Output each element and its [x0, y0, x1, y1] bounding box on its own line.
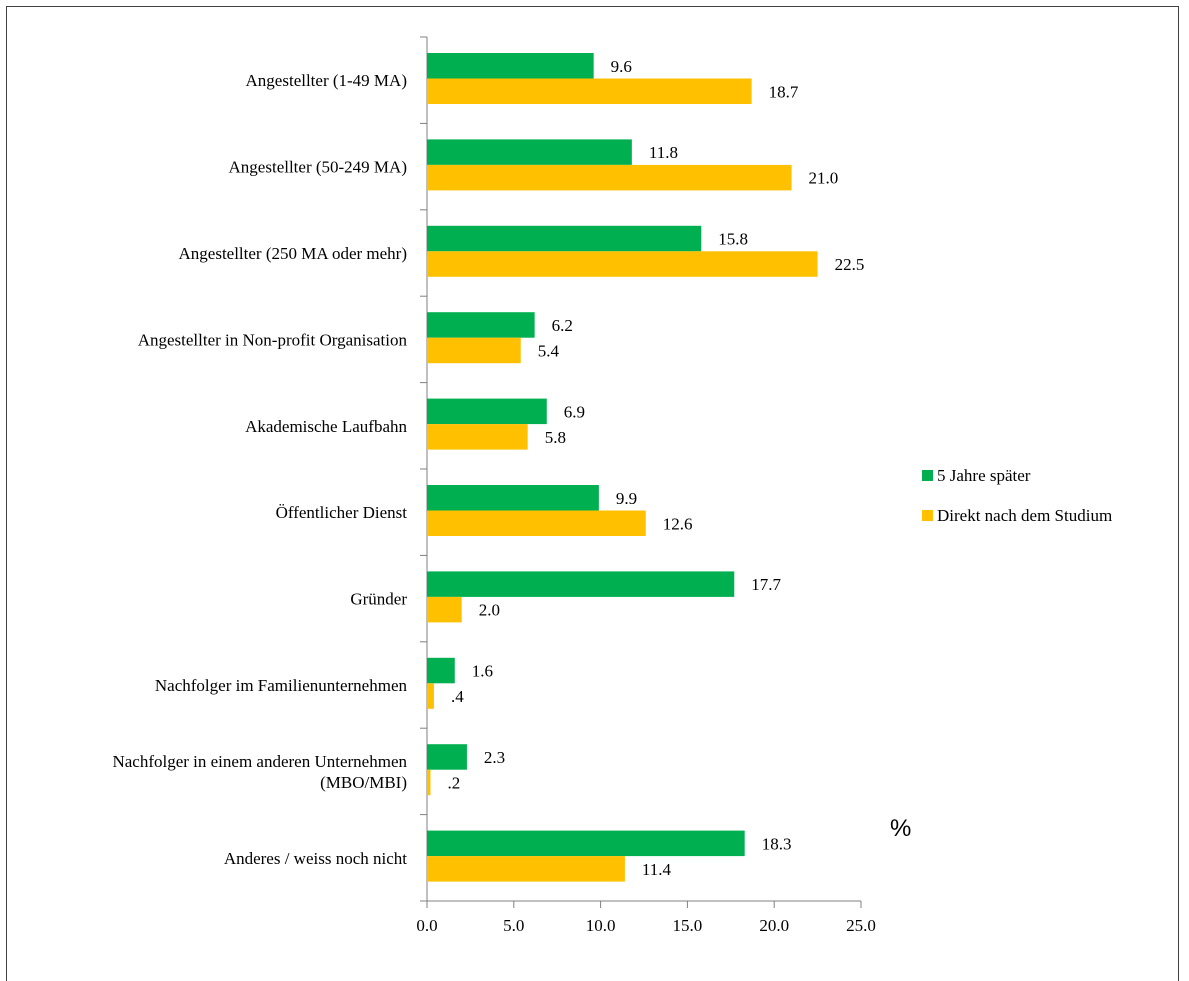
bar-green	[427, 53, 594, 79]
x-tick-label: 5.0	[503, 916, 524, 935]
legend-label: 5 Jahre später	[937, 466, 1031, 485]
bar-green	[427, 830, 745, 857]
bar-yellow	[427, 251, 818, 277]
category-label: Angestellter (1-49 MA)	[246, 71, 407, 90]
data-label: 18.7	[769, 82, 799, 101]
category-label: Akademische Laufbahn	[245, 417, 407, 436]
category-label: Anderes / weiss noch nicht	[224, 849, 407, 868]
data-label: 12.6	[663, 514, 693, 533]
data-label: 15.8	[718, 230, 748, 249]
data-label: 9.6	[611, 57, 632, 76]
bar-green	[427, 312, 535, 338]
x-tick-label: 15.0	[673, 916, 703, 935]
bar-green	[427, 571, 735, 597]
x-tick-label: 20.0	[759, 916, 789, 935]
data-label: 21.0	[809, 169, 839, 188]
category-label: Gründer	[350, 590, 407, 609]
category-label: Nachfolger im Familienunternehmen	[155, 676, 408, 695]
legend-swatch	[922, 470, 933, 481]
data-label: .4	[451, 687, 464, 706]
category-label: Angestellter (250 MA oder mehr)	[179, 244, 408, 263]
bar-yellow	[427, 683, 434, 709]
x-tick-label: 25.0	[846, 916, 876, 935]
data-label: .2	[447, 773, 460, 792]
bar-yellow	[427, 596, 462, 623]
bar-yellow	[427, 164, 792, 191]
bar-yellow	[427, 78, 752, 104]
data-label: 6.2	[552, 316, 573, 335]
bar-green	[427, 225, 702, 252]
bar-yellow	[427, 856, 625, 882]
data-label: 6.9	[564, 402, 585, 421]
category-label: Öffentlicher Dienst	[276, 503, 408, 522]
data-label: 22.5	[835, 255, 865, 274]
category-label: Angestellter (50-249 MA)	[229, 158, 407, 177]
data-label: 1.6	[472, 662, 493, 681]
bar-yellow	[427, 769, 431, 796]
bar-green	[427, 139, 632, 165]
data-label: 5.4	[538, 341, 560, 360]
data-label: 18.3	[762, 834, 792, 853]
data-label: 17.7	[751, 575, 781, 594]
bar-yellow	[427, 510, 646, 536]
x-tick-label: 0.0	[416, 916, 437, 935]
category-label: Angestellter in Non-profit Organisation	[138, 330, 408, 349]
legend-label: Direkt nach dem Studium	[937, 506, 1112, 525]
bar-green	[427, 744, 467, 770]
bar-green	[427, 657, 455, 684]
data-label: 9.9	[616, 489, 637, 508]
category-label: Nachfolger in einem anderen Unternehmen	[112, 752, 407, 771]
data-label: 11.4	[642, 860, 672, 879]
data-label: 2.3	[484, 748, 505, 767]
legend-swatch	[922, 510, 933, 521]
bar-green	[427, 398, 547, 425]
data-label: 11.8	[649, 143, 678, 162]
category-label: (MBO/MBI)	[320, 773, 407, 792]
data-label: 2.0	[479, 601, 500, 620]
bar-green	[427, 485, 599, 511]
data-label: 5.8	[545, 428, 566, 447]
bar-yellow	[427, 424, 528, 450]
bar-yellow	[427, 337, 521, 364]
unit-label: %	[890, 815, 911, 842]
x-tick-label: 10.0	[586, 916, 616, 935]
